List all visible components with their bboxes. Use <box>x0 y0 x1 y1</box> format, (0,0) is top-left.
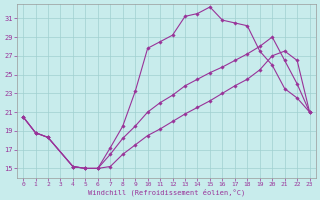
X-axis label: Windchill (Refroidissement éolien,°C): Windchill (Refroidissement éolien,°C) <box>88 188 245 196</box>
